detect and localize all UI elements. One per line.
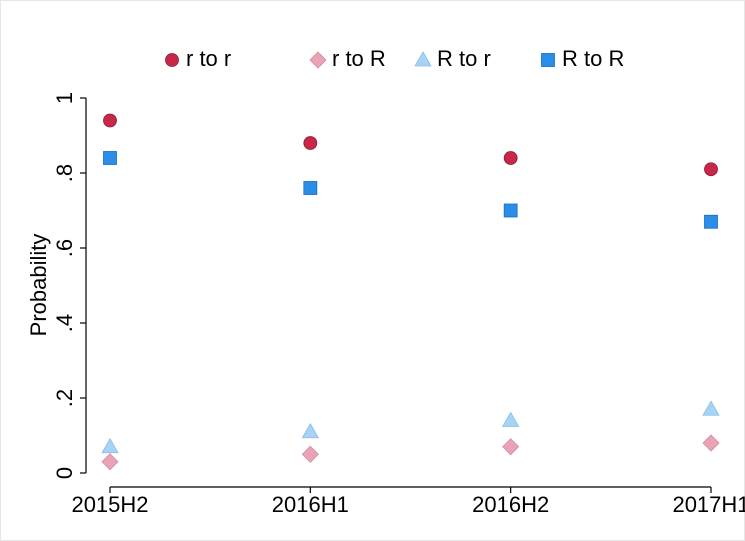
point [101,453,119,471]
point [704,162,718,177]
point [103,151,117,165]
point [303,136,318,150]
point [301,445,319,463]
y-tick-label: .8 [52,164,77,182]
point [501,411,520,427]
point [303,181,318,195]
legend-label: R to r [437,46,491,71]
y-tick-label: .2 [52,389,77,407]
y-tick-label: .6 [52,239,77,257]
x-tick-label: 2016H2 [472,492,549,517]
point [702,434,720,452]
legend-marker [414,51,432,67]
legend-marker [309,51,327,69]
legend-label: r to R [332,46,386,71]
point [103,113,117,128]
point [503,151,518,165]
point [503,203,518,218]
y-tick-label: 1 [52,92,77,104]
point [101,437,119,454]
legend-marker [165,53,179,67]
x-tick-label: 2017H1 [672,492,745,517]
y-tick-label: 0 [52,467,77,479]
y-axis-label: Probability [26,234,51,337]
point [502,438,520,456]
point [704,214,718,229]
legend-marker [541,53,555,67]
y-tick-label: .4 [52,314,77,332]
legend-label: R to R [562,46,624,71]
point [702,400,720,416]
x-tick-label: 2015H2 [71,492,148,517]
point [301,422,320,439]
legend-label: r to r [186,46,231,71]
x-tick-label: 2016H1 [272,492,349,517]
